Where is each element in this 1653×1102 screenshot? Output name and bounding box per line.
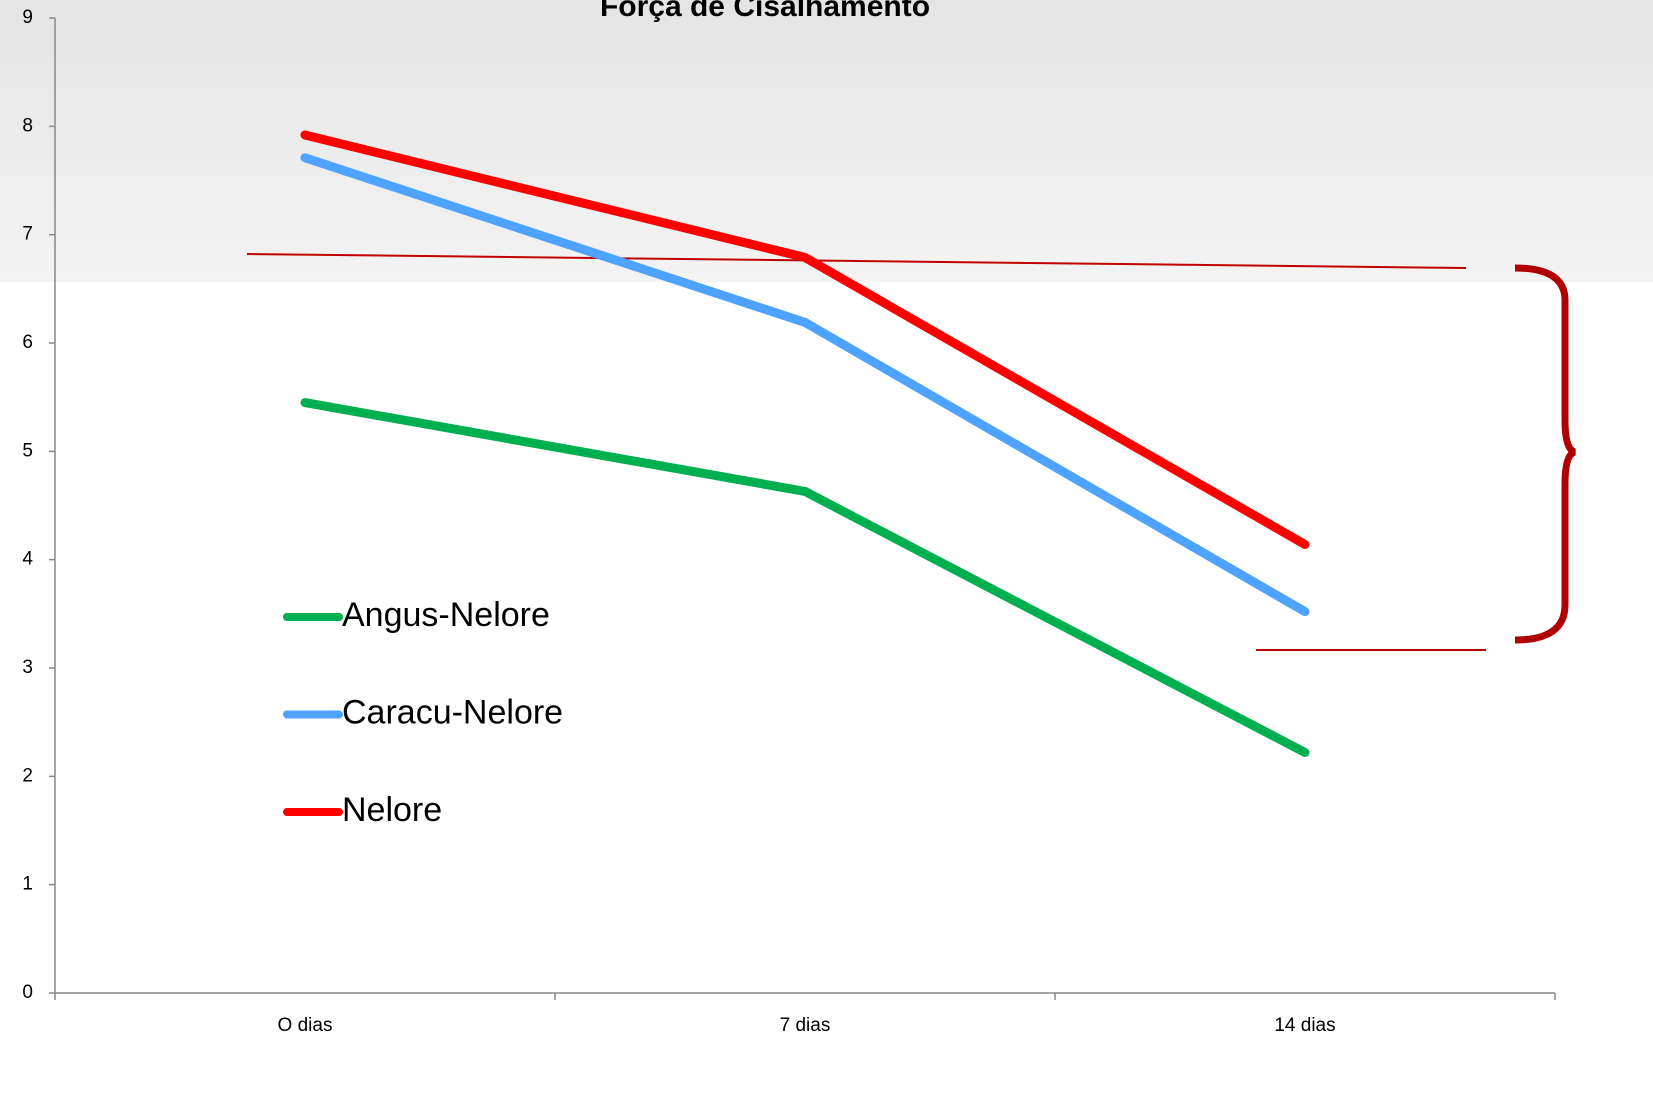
y-tick-label: 4 (22, 549, 33, 570)
y-tick-label: 9 (22, 7, 33, 28)
y-tick-label: 2 (22, 765, 33, 786)
line-series (300, 153, 1310, 617)
line-series (300, 398, 1310, 757)
y-tick-label: 5 (22, 440, 33, 461)
legend-label: Nelore (342, 791, 442, 829)
y-tick-label: 0 (22, 982, 33, 1003)
y-tick-label: 3 (22, 657, 33, 678)
x-tick-label: O dias (278, 1015, 333, 1036)
y-tick-label: 7 (22, 224, 33, 245)
x-tick-label: 14 dias (1274, 1015, 1335, 1036)
background-band (0, 0, 1653, 282)
line-series (300, 130, 1310, 549)
bracket (1514, 264, 1577, 644)
y-tick-label: 6 (22, 332, 33, 353)
y-tick-label: 8 (22, 115, 33, 136)
chart-title: Força de Cisalhamento (600, 0, 930, 23)
x-tick-label: 7 dias (780, 1015, 831, 1036)
y-tick-label: 1 (22, 874, 33, 895)
annotation-line (246, 253, 1467, 269)
legend-label: Angus-Nelore (342, 596, 550, 634)
legend-label: Caracu-Nelore (342, 693, 563, 731)
